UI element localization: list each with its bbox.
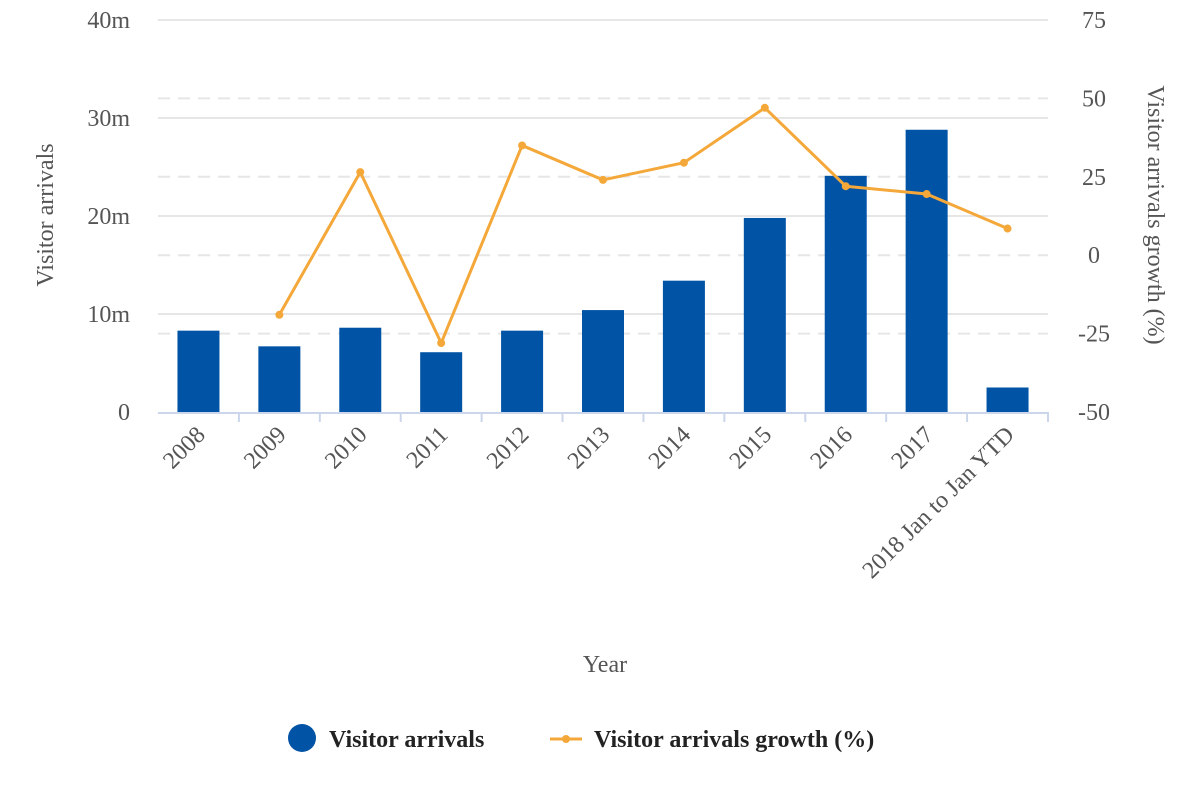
growth-point[interactable] xyxy=(1003,224,1012,233)
right-y-tick-label: 25 xyxy=(1082,165,1106,191)
left-y-axis: 0 10m 20m 30m 40m xyxy=(87,8,130,426)
right-y-axis-title: Visitor arrivals growth (%) xyxy=(1142,85,1168,344)
bar-series xyxy=(177,129,1029,413)
x-tick-label: 2010 xyxy=(320,422,372,474)
x-tick-label: 2016 xyxy=(806,422,858,474)
x-tick-label: 2012 xyxy=(482,422,534,474)
bar[interactable] xyxy=(501,330,544,412)
right-y-tick-label: -50 xyxy=(1078,400,1110,426)
x-axis: 2008 2009 2010 2011 2012 2013 2014 2015 2016 2017… xyxy=(158,412,1049,584)
growth-point[interactable] xyxy=(518,141,527,150)
growth-point[interactable] xyxy=(356,168,365,177)
x-tick-label: 2014 xyxy=(644,422,696,474)
right-y-tick-label: 0 xyxy=(1088,243,1100,269)
bar[interactable] xyxy=(339,327,382,412)
legend: Visitor arrivals Visitor arrivals growth… xyxy=(288,724,874,753)
x-axis-title: Year xyxy=(583,652,627,678)
growth-point[interactable] xyxy=(922,190,931,199)
bar[interactable] xyxy=(177,330,220,412)
bar[interactable] xyxy=(258,346,301,412)
right-y-tick-label: 75 xyxy=(1082,8,1106,34)
legend-label-visitor-arrivals: Visitor arrivals xyxy=(329,727,484,753)
growth-line xyxy=(278,106,1009,345)
x-tick-label: 2017 xyxy=(887,422,939,474)
left-y-tick-label: 40m xyxy=(87,8,130,34)
left-y-tick-label: 20m xyxy=(87,204,130,230)
line-series xyxy=(275,103,1012,348)
bar[interactable] xyxy=(743,217,786,412)
legend-line-point xyxy=(562,735,570,743)
growth-point[interactable] xyxy=(437,339,446,348)
x-tick-label: 2013 xyxy=(563,422,615,474)
legend-label-visitor-arrivals-growth: Visitor arrivals growth (%) xyxy=(594,727,874,753)
bar[interactable] xyxy=(905,129,948,412)
legend-item-visitor-arrivals[interactable]: Visitor arrivals xyxy=(288,724,484,753)
x-tick-label: 2015 xyxy=(725,422,777,474)
legend-item-visitor-arrivals-growth[interactable]: Visitor arrivals growth (%) xyxy=(550,727,874,753)
left-y-tick-label: 30m xyxy=(87,106,130,132)
left-y-tick-label: 0 xyxy=(118,400,130,426)
bar[interactable] xyxy=(420,352,463,412)
growth-point[interactable] xyxy=(760,103,769,112)
bar[interactable] xyxy=(824,175,867,412)
x-tick-label: 2008 xyxy=(158,422,210,474)
right-y-axis: -50 -25 0 25 50 75 xyxy=(1078,8,1110,426)
growth-point[interactable] xyxy=(841,182,850,191)
x-tick-label: 2018 Jan to Jan YTD xyxy=(858,422,1020,584)
right-y-tick-label: -25 xyxy=(1078,322,1110,348)
bar[interactable] xyxy=(986,387,1029,413)
x-tick-label: 2009 xyxy=(239,422,291,474)
left-y-axis-title: Visitor arrivals xyxy=(33,143,59,286)
legend-bar-marker xyxy=(288,724,316,752)
bar[interactable] xyxy=(582,310,624,412)
x-tick-label: 2011 xyxy=(402,422,454,474)
growth-point[interactable] xyxy=(275,310,284,319)
growth-point[interactable] xyxy=(679,158,688,167)
growth-point[interactable] xyxy=(599,175,607,184)
bar[interactable] xyxy=(662,280,705,412)
left-y-tick-label: 10m xyxy=(87,302,130,328)
right-y-tick-label: 50 xyxy=(1082,86,1106,112)
